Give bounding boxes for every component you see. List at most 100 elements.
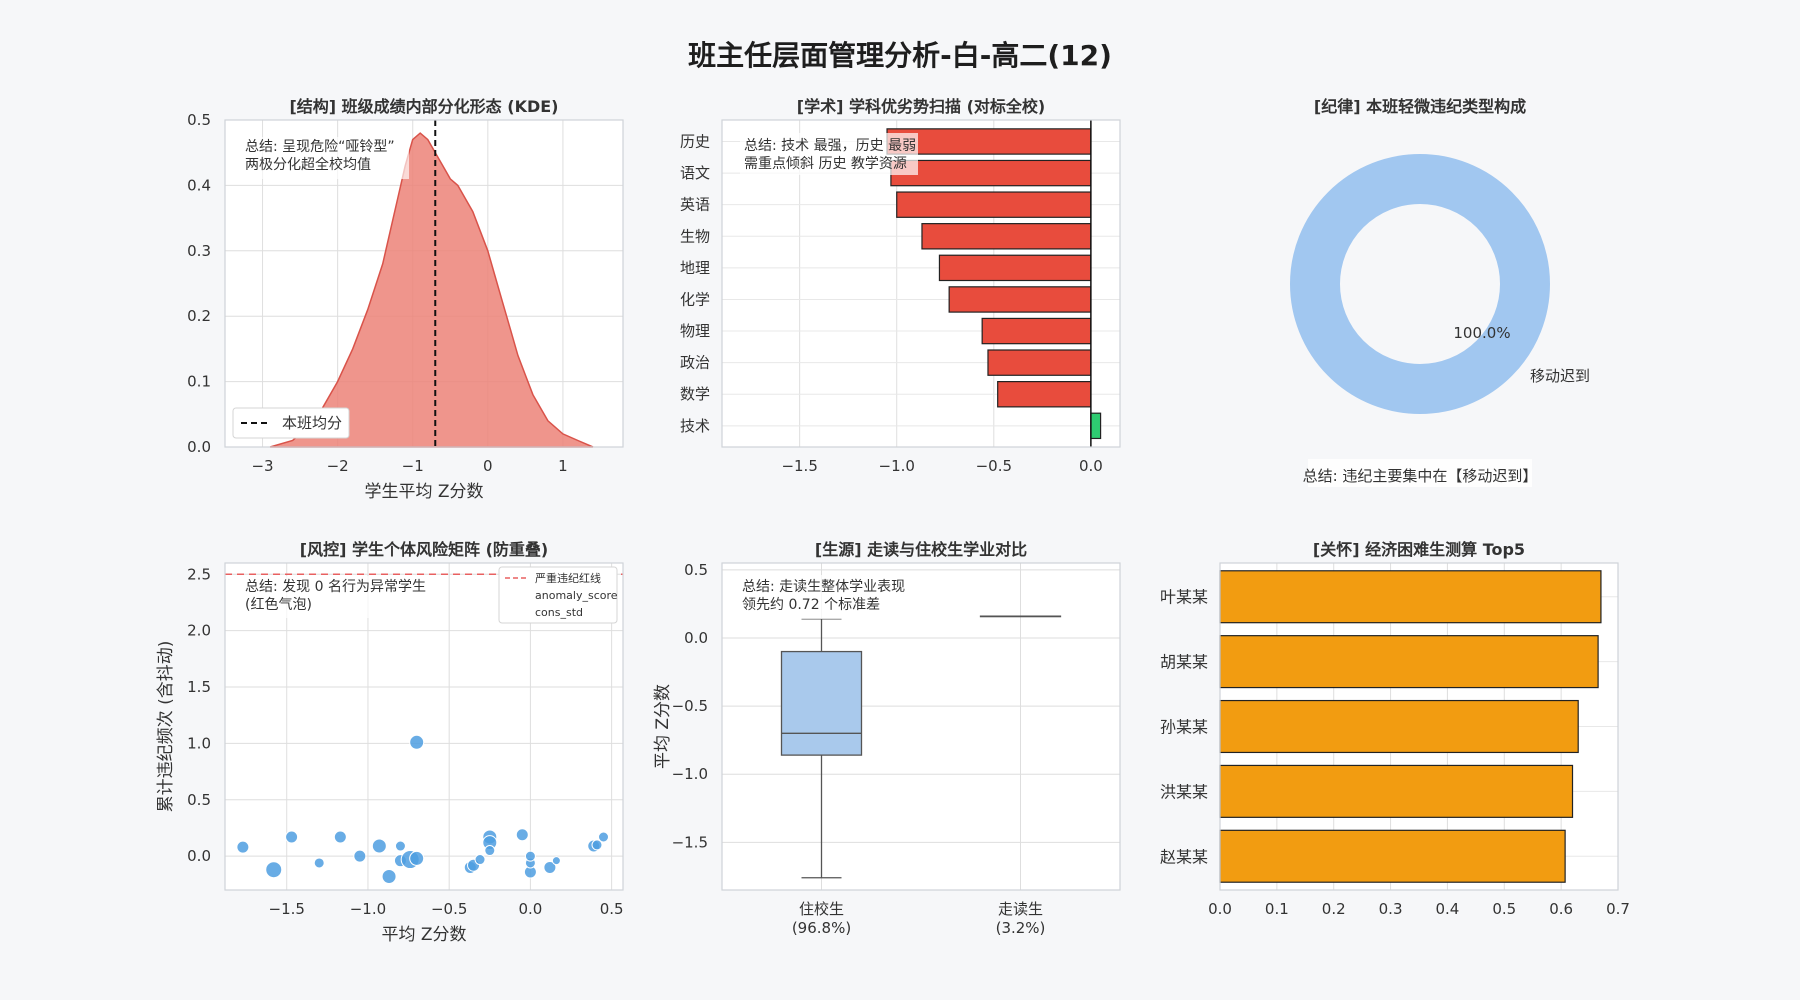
discipline-slice-label: 移动迟到 [1530, 367, 1590, 385]
risk-point [285, 830, 299, 844]
care-xtick-label: 0.0 [1208, 900, 1232, 918]
discipline-slice [1290, 154, 1550, 414]
boarding-category-label: 住校生(96.8%) [792, 900, 851, 937]
care-xtick-label: 0.5 [1492, 900, 1516, 918]
care-bar [1219, 635, 1599, 689]
risk-point [543, 860, 557, 874]
risk-point [474, 854, 486, 866]
care-bar [1219, 570, 1602, 624]
risk-point [484, 845, 496, 857]
subjects-category-label: 化学 [680, 290, 710, 308]
subjects-note: 总结: 技术 最强，历史 最弱需重点倾斜 历史 教学资源 [744, 138, 916, 172]
risk-point [409, 850, 425, 866]
care-xtick-label: 0.7 [1606, 900, 1630, 918]
risk-ytick-label: 0.5 [187, 791, 211, 809]
care-title: [关怀] 经济困难生测算 Top5 [1313, 540, 1525, 559]
subjects-bar [997, 381, 1092, 408]
kde-xtick-label: 0 [483, 457, 493, 475]
care-bar [1219, 764, 1574, 818]
boarding-box [780, 650, 863, 756]
care-bar [1219, 829, 1566, 883]
care-category-label: 叶某某 [1160, 588, 1208, 607]
page-title: 班主任层面管理分析-白-高二(12) [688, 39, 1112, 72]
subjects-category-label: 物理 [680, 322, 710, 340]
subjects-title: [学术] 学科优劣势扫描 (对标全校) [797, 97, 1045, 116]
kde-ytick-label: 0.0 [187, 438, 211, 456]
kde-axes-border [224, 119, 624, 448]
subjects-bar [1090, 412, 1102, 440]
kde-xtick-label: 1 [558, 457, 568, 475]
risk-point [265, 861, 283, 879]
risk-point [381, 868, 397, 884]
subjects-xtick-label: 0.0 [1079, 457, 1103, 475]
risk-ytick-label: 1.5 [187, 678, 211, 696]
kde-legend-box [232, 407, 350, 439]
subjects-category-label: 地理 [680, 259, 710, 277]
discipline-note: 总结: 违纪主要集中在【移动迟到】 [1303, 467, 1538, 485]
care-xtick-label: 0.2 [1322, 900, 1346, 918]
kde-note: 总结: 呈现危险“哑铃型”两极分化超全校均值 [245, 139, 395, 173]
risk-point [515, 828, 529, 842]
boarding-ytick-label: −0.5 [672, 697, 708, 715]
kde-ytick-label: 0.5 [187, 111, 211, 129]
risk-point [371, 838, 387, 854]
risk-point [591, 839, 603, 851]
boarding-axes-border [721, 562, 1121, 891]
boarding-chart: −1.5 −1.0 −0.5 0.0 0.5 住校生(96.8%) 走读生(3.2%) 总结:… [653, 540, 1121, 937]
risk-xtick-label: −0.5 [431, 900, 467, 918]
discipline-percent-label: 100.0% [1453, 324, 1510, 342]
risk-ytick-label: 2.0 [187, 622, 211, 640]
kde-ytick-label: 0.4 [187, 176, 211, 194]
risk-point [409, 734, 425, 750]
risk-ylabel: 累计违纪频次 (含抖动) [156, 641, 176, 813]
boarding-title: [生源] 走读与住校生学业对比 [815, 540, 1027, 559]
care-category-label: 孙某某 [1160, 718, 1208, 737]
risk-xtick-label: −1.5 [269, 900, 305, 918]
care-axes-border [1219, 562, 1619, 891]
care-xtick-label: 0.3 [1379, 900, 1403, 918]
risk-xtick-label: −1.0 [350, 900, 386, 918]
risk-point [313, 857, 325, 869]
subjects-axes-border [721, 119, 1121, 448]
kde-note-box [239, 137, 409, 179]
boarding-note: 总结: 走读生整体学业表现领先约 0.72 个标准差 [742, 578, 905, 613]
kde-legend-label: 本班均分 [282, 414, 342, 432]
risk-note-box [239, 576, 429, 618]
subjects-bar [890, 159, 1092, 187]
subjects-xtick-label: −0.5 [976, 457, 1012, 475]
risk-title: [风控] 学生个体风险矩阵 (防重叠) [300, 540, 548, 559]
kde-xtick-label: −2 [327, 457, 349, 475]
boarding-ylabel: 平均 Z分数 [653, 684, 673, 769]
subjects-bar [921, 223, 1092, 250]
subjects-bar [981, 317, 1092, 345]
subjects-category-label: 数学 [680, 385, 710, 403]
subjects-bar [938, 254, 1092, 282]
subjects-note-box [740, 133, 918, 175]
subjects-xtick-label: −1.0 [879, 457, 915, 475]
subjects-bar [886, 128, 1092, 155]
kde-ytick-label: 0.3 [187, 242, 211, 260]
subjects-category-label: 生物 [680, 227, 710, 245]
risk-legend-label: cons_std [535, 606, 583, 619]
subjects-bar [896, 191, 1092, 218]
kde-density-area [269, 132, 594, 448]
risk-xtick-label: 0.0 [518, 900, 542, 918]
boarding-ytick-label: −1.5 [672, 833, 708, 851]
risk-note: 总结: 发现 0 名行为异常学生(红色气泡) [245, 579, 426, 613]
risk-ytick-label: 2.5 [187, 565, 211, 583]
risk-point [353, 849, 367, 863]
care-bar [1219, 699, 1579, 754]
care-category-label: 赵某某 [1160, 847, 1208, 866]
risk-point [598, 831, 610, 843]
kde-ytick-label: 0.2 [187, 307, 211, 325]
care-xtick-label: 0.6 [1549, 900, 1573, 918]
subjects-category-label: 英语 [680, 196, 710, 214]
discipline-title: [纪律] 本班轻微违纪类型构成 [1314, 97, 1526, 116]
subjects-category-label: 语文 [680, 164, 710, 182]
boarding-ytick-label: 0.0 [684, 629, 708, 647]
